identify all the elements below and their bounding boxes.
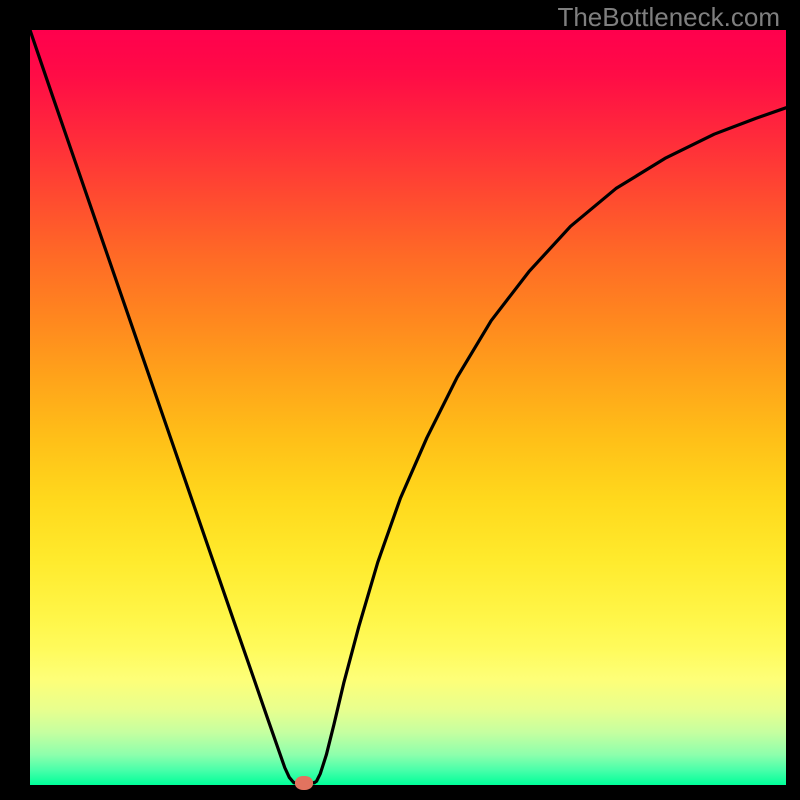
optimal-point-marker <box>295 776 313 790</box>
chart-frame: TheBottleneck.com <box>0 0 800 800</box>
watermark-text: TheBottleneck.com <box>557 2 780 33</box>
plot-area <box>30 30 786 785</box>
bottleneck-curve <box>30 30 786 785</box>
curve-path <box>30 30 786 783</box>
